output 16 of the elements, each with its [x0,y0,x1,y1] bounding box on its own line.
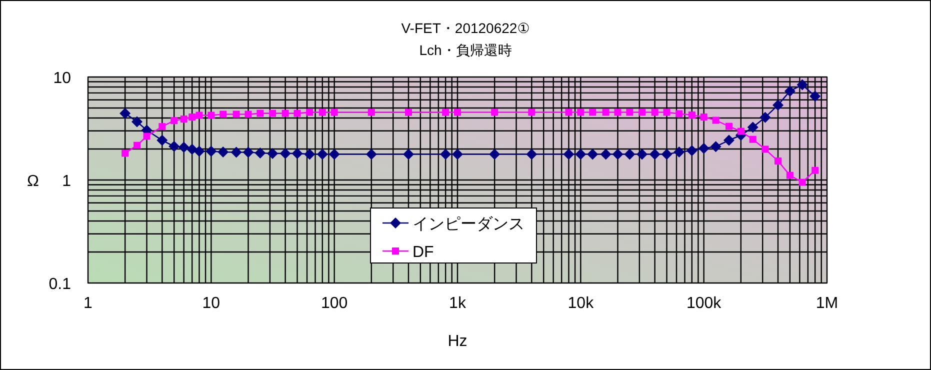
legend-label: DF [412,244,434,261]
y-tick-label: 10 [53,70,72,87]
y-axis-title: Ω [27,173,40,190]
x-tick-label: 10k [568,295,595,312]
x-tick-label: 10 [202,295,220,312]
x-tick-label: 1k [449,295,467,312]
chart-title: V-FET・20120622① [401,20,530,36]
x-tick-label: 100k [686,295,722,312]
x-axis-title: Hz [448,333,468,350]
x-tick-label: 1M [816,295,838,312]
y-tick-label: 0.1 [48,276,72,293]
legend-label: インピーダンス [412,216,524,233]
x-tick-label: 100 [320,295,348,312]
y-tick-label: 1 [62,173,72,190]
x-tick-label: 1 [84,295,93,312]
chart-subtitle: Lch・負帰還時 [419,42,512,58]
